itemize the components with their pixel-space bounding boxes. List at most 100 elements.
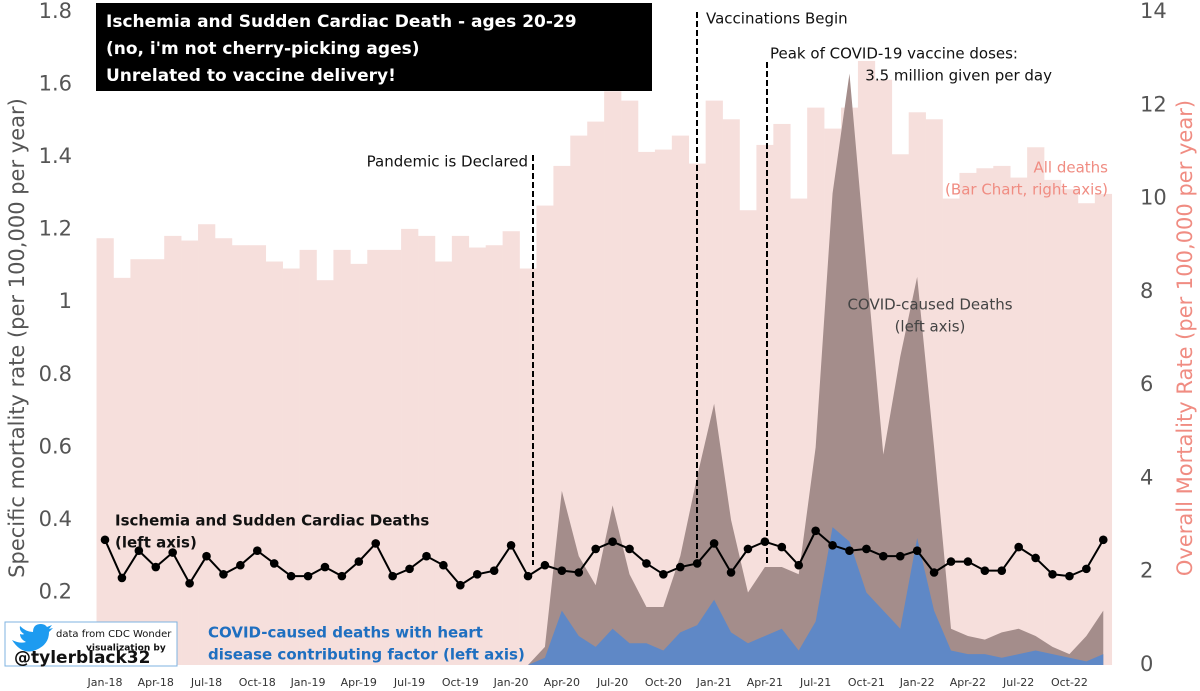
dot	[269, 559, 279, 568]
bar	[1077, 203, 1096, 665]
dot	[100, 535, 110, 545]
bar	[621, 100, 639, 665]
dot	[659, 570, 668, 579]
dot	[912, 546, 922, 556]
dot	[1082, 564, 1091, 574]
y2-tick-label: 4	[1140, 465, 1153, 489]
dot	[845, 546, 854, 556]
bar	[214, 238, 233, 666]
bar	[485, 245, 503, 665]
bar	[587, 121, 605, 665]
y2-tick-label: 12	[1140, 92, 1167, 116]
event-label: Vaccinations Begin	[706, 10, 848, 28]
dot	[134, 546, 144, 556]
x-tick-label: Jul-18	[190, 676, 222, 689]
dot	[794, 560, 804, 570]
title: Unrelated to vaccine delivery!	[106, 66, 396, 86]
x-tick-label: Oct-22	[1051, 676, 1088, 689]
dot	[320, 562, 330, 572]
dot	[117, 573, 127, 583]
event-label: Peak of COVID-19 vaccine doses:	[770, 45, 1018, 63]
x-tick-label: Jul-22	[1002, 676, 1034, 689]
dot	[523, 571, 533, 581]
dot	[185, 579, 194, 588]
title: (no, i'm not cherry-picking ages)	[106, 39, 420, 59]
x-tick-label: Apr-19	[341, 676, 377, 689]
dot	[675, 562, 685, 572]
bar	[468, 247, 486, 665]
y2-tick-label: 6	[1140, 372, 1153, 396]
bar	[570, 135, 588, 665]
bar	[942, 198, 960, 666]
series-note: (left axis)	[115, 534, 197, 552]
bar	[1094, 193, 1113, 665]
bar	[418, 235, 436, 665]
dot	[236, 560, 245, 570]
dot	[202, 551, 211, 561]
dot	[946, 557, 956, 566]
bar	[739, 210, 757, 665]
bar	[333, 249, 351, 665]
x-tick-label: Apr-20	[544, 676, 580, 689]
event-label: 3.5 million given per day	[865, 67, 1052, 85]
bar	[654, 149, 673, 665]
series-label: COVID-caused deaths with heart	[208, 624, 483, 642]
x-tick-label: Oct-19	[442, 676, 479, 689]
y2-tick-label: 2	[1140, 559, 1153, 583]
dot	[506, 540, 516, 550]
dot	[168, 548, 177, 557]
twitter-icon	[12, 624, 53, 652]
x-tick-label: Jul-20	[596, 676, 628, 689]
x-tick-label: Jan-22	[899, 676, 935, 689]
bar	[536, 205, 554, 665]
dot	[371, 539, 381, 548]
credit: data from CDC Wonder	[56, 629, 172, 640]
y-axis-label: Specific mortality rate (per 100,000 per…	[5, 98, 29, 578]
bar	[976, 168, 994, 665]
bar	[384, 249, 402, 665]
dot	[1048, 570, 1057, 579]
dot	[811, 526, 820, 536]
dot	[608, 537, 617, 546]
y-tick-label: 0.2	[39, 579, 72, 603]
series-label: All deaths	[1033, 159, 1108, 177]
bar	[147, 259, 165, 665]
dot	[1098, 535, 1108, 545]
dot	[642, 559, 651, 568]
y-tick-label: 1.6	[39, 72, 72, 96]
dot	[777, 542, 787, 552]
dot	[472, 570, 482, 579]
bar	[96, 238, 114, 666]
y2-tick-label: 0	[1140, 652, 1153, 676]
y-tick-label: 1.4	[39, 144, 72, 168]
credit: visualization by	[86, 644, 166, 654]
bar	[401, 228, 419, 665]
dot	[337, 571, 347, 581]
bar	[1060, 189, 1079, 665]
bar	[367, 249, 385, 665]
bar	[248, 245, 267, 665]
y-tick-label: 0.4	[39, 507, 72, 531]
x-tick-label: Jan-20	[493, 676, 529, 689]
dot	[929, 568, 939, 577]
dot	[303, 571, 313, 581]
dot	[422, 551, 431, 561]
series-note: (left axis)	[895, 318, 966, 336]
dot	[354, 557, 364, 566]
dot	[574, 568, 584, 577]
bar	[671, 135, 690, 665]
bar	[604, 91, 622, 666]
x-tick-label: Apr-18	[138, 676, 174, 689]
y2-axis-label: Overall Mortality Rate (per 100,000 per …	[1173, 100, 1197, 576]
bar	[231, 245, 250, 665]
bar	[637, 151, 656, 665]
x-tick-label: Oct-18	[239, 676, 276, 689]
dot	[743, 544, 753, 554]
title: Ischemia and Sudden Cardiac Death - ages…	[106, 12, 577, 32]
bar	[130, 259, 148, 665]
bar	[434, 261, 453, 665]
y2-tick-label: 10	[1140, 186, 1167, 210]
y-tick-label: 1.2	[39, 217, 72, 241]
x-tick-label: Apr-22	[950, 676, 986, 689]
